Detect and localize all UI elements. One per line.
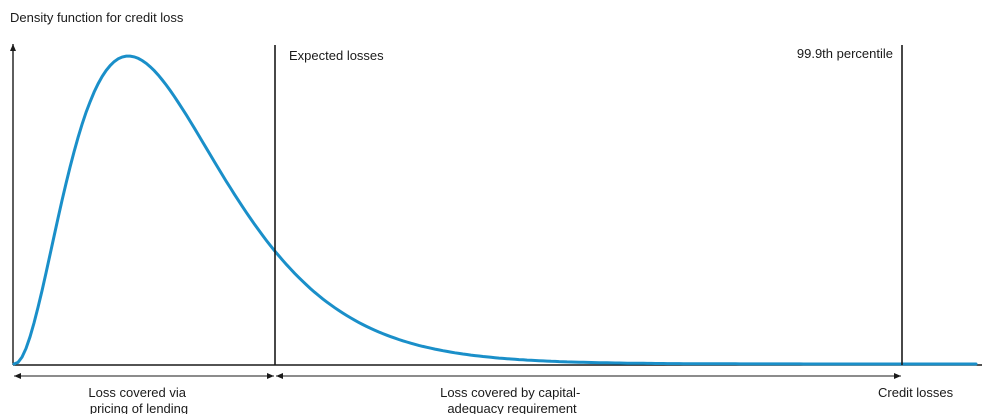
capital-range-label-line2: adequacy requirement bbox=[447, 401, 577, 414]
capital-range-label: Loss covered by capital- adequacy requir… bbox=[440, 385, 584, 414]
y-axis-label: Density function for credit loss bbox=[10, 10, 184, 25]
density-curve bbox=[12, 54, 978, 366]
percentile-label: 99.9th percentile bbox=[797, 46, 893, 61]
capital-range-label-line1: Loss covered by capital- bbox=[440, 385, 580, 400]
expected-losses-label: Expected losses bbox=[289, 48, 384, 63]
pricing-range-label-line2: pricing of lending bbox=[90, 401, 188, 414]
pricing-range-label-line1: Loss covered via bbox=[88, 385, 186, 400]
x-axis-label: Credit losses bbox=[878, 385, 954, 400]
pricing-range-label: Loss covered via pricing of lending bbox=[88, 385, 189, 414]
